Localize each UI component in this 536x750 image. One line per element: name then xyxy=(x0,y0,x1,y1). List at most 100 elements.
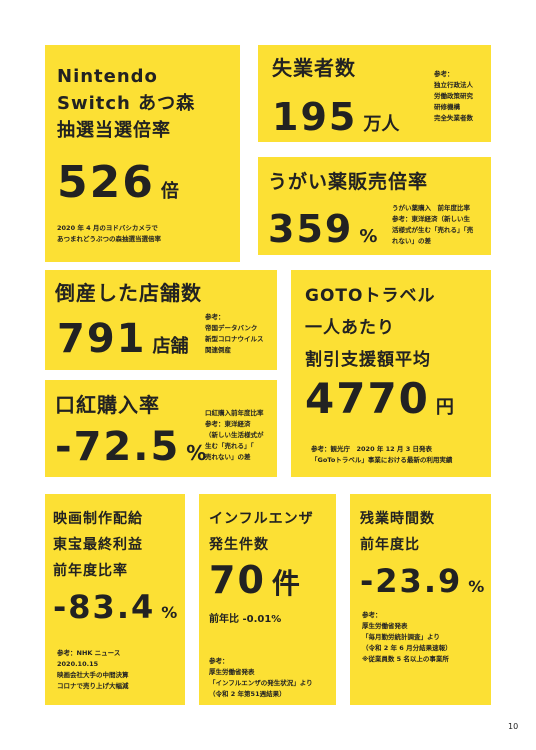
note-line: ※従業員数 5 名以上の事業所 xyxy=(362,655,449,663)
title-line: 口紅購入率 xyxy=(55,393,160,417)
stat-unit: 万人 xyxy=(363,114,400,135)
card-title: 残業時間数 前年度比 xyxy=(360,506,435,558)
title-line: 抽選当選倍率 xyxy=(57,120,171,141)
stat-unit: 店舗 xyxy=(152,336,189,357)
stat-card: GOTOトラベル 一人あたり 割引支援額平均 4770 円参考：観光庁 2020 年 1… xyxy=(291,270,491,477)
title-line: 前年度比率 xyxy=(53,563,128,579)
card-title: インフルエンザ 発生件数 xyxy=(209,506,314,558)
source-note: 参考： 独立行政法人 労働政策研究 研修機構完全失業者数 xyxy=(434,69,473,124)
stat-value-row: 359% xyxy=(268,207,377,251)
note-line: 2020.10.15 xyxy=(57,660,99,668)
title-line: 映画制作配給 xyxy=(53,511,143,527)
note-line: 参考： xyxy=(205,313,225,321)
note-line: 研修機構 xyxy=(434,103,460,111)
note-line: 「GoToトラベル」事業における最新の利用実績 xyxy=(311,456,453,464)
note-line: 関連倒産 xyxy=(205,346,231,354)
note-line: （令和 2 年 6 月分結果速報） xyxy=(362,644,452,652)
stat-card: 映画制作配給 東宝最終利益 前年度比率 -83.4% 参考：NHK ニュース 2020.1… xyxy=(45,494,185,705)
card-title: Nintendo Switch あつ森 抽選当選倍率 xyxy=(57,63,195,144)
title-line: 倒産した店舗数 xyxy=(55,281,202,305)
stat-unit: 円 xyxy=(435,397,454,418)
stat-card: インフルエンザ 発生件数 70 件前年比 -0.01% 参考： 厚生労働省発表 「インフルエ… xyxy=(199,494,336,705)
card-title: 口紅購入率 xyxy=(55,392,160,418)
stat-card: 倒産した店舗数 791 店舗 参考： 帝国データバンク 新型コロナウイルス 関連倒産 xyxy=(45,270,277,370)
note-line: 参考：東洋経済 xyxy=(205,420,251,428)
note-line: 「インフルエンザの発生状況」より xyxy=(209,679,313,687)
source-note: 参考：観光庁 2020 年 12 月 3 日発表「GoToトラベル」事業における… xyxy=(311,444,452,466)
note-line: 参考： xyxy=(362,611,382,619)
title-line: 前年度比 xyxy=(360,537,420,553)
note-line: 活様式が生む「売れる」「売 xyxy=(392,226,474,234)
note-line: 厚生労働省発表 xyxy=(209,668,255,676)
stat-value-row: 70 件 xyxy=(209,558,300,602)
stat-card: 失業者数 195 万人 参考： 独立行政法人 労働政策研究 研修機構完全失業者数 xyxy=(258,45,491,142)
note-line: 新型コロナウイルス xyxy=(205,335,264,343)
note-line: （新しい生活様式が xyxy=(205,431,264,439)
stat-card: うがい薬販売倍率 359% うがい薬購入 前年度比率 参考：東洋経済（新しい生 活様式が… xyxy=(258,157,491,255)
title-line: 残業時間数 xyxy=(360,511,435,527)
note-line: コロナで売り上げ大幅減 xyxy=(57,682,129,690)
stat-unit: 倍 xyxy=(160,181,179,202)
note-line: 労働政策研究 xyxy=(434,92,473,100)
source-note: うがい薬購入 前年度比率 参考：東洋経済（新しい生 活様式が生む「売れる」「売 れない… xyxy=(392,203,473,247)
stat-unit: % xyxy=(186,441,207,465)
title-line: 失業者数 xyxy=(272,56,356,80)
stat-value: 359 xyxy=(268,207,354,251)
note-line: あつまれどうぶつの森抽選当選倍率 xyxy=(57,235,161,243)
stat-value: -83.4 xyxy=(53,588,156,626)
title-line: 一人あたり xyxy=(305,318,395,338)
note-line: 厚生労働省発表 xyxy=(362,622,408,630)
note-line: 参考：観光庁 2020 年 12 月 3 日発表 xyxy=(311,445,432,453)
note-line: （令和 2 年第51週結果） xyxy=(209,690,286,698)
stat-value: 70 xyxy=(209,558,266,602)
stat-unit: 件 xyxy=(271,567,300,600)
note-line: 生む「売れる」「 xyxy=(205,442,254,450)
stat-value: -23.9 xyxy=(360,562,463,600)
card-title: うがい薬販売倍率 xyxy=(268,169,428,195)
note-line: 参考： xyxy=(209,657,229,665)
stat-card: 残業時間数前年度比 -23.9% 参考： 厚生労働省発表「毎月勤労統計調査」より （令和… xyxy=(350,494,491,705)
note-line: 2020 年 4 月のヨドバシカメラで xyxy=(57,224,158,232)
source-note: 参考：NHK ニュース 2020.10.15 映画会社大手の中間決算 コロナで売り上げ… xyxy=(57,648,129,692)
note-line: 売れない」の差 xyxy=(205,453,251,461)
note-line: 映画会社大手の中間決算 xyxy=(57,671,129,679)
note-line: 口紅購入前年度比率 xyxy=(205,409,264,417)
source-note: 参考： 厚生労働省発表「インフルエンザの発生状況」より （令和 2 年第51週結果） xyxy=(209,656,313,700)
source-note: 参考： 帝国データバンク 新型コロナウイルス 関連倒産 xyxy=(205,312,264,356)
stat-card: Nintendo Switch あつ森 抽選当選倍率 526 倍 2020 年 4 月のヨ… xyxy=(45,45,240,262)
stat-value: 791 xyxy=(57,316,147,362)
title-line: 発生件数 xyxy=(209,537,269,553)
source-note: 参考： 厚生労働省発表「毎月勤労統計調査」より （令和 2 年 6 月分結果速報） ※… xyxy=(362,610,452,665)
title-line: 割引支援額平均 xyxy=(305,350,431,370)
stat-unit: % xyxy=(161,603,178,622)
stat-value: 4770 xyxy=(305,374,430,423)
note-line: 完全失業者数 xyxy=(434,114,473,122)
page-number: 10 xyxy=(508,722,519,731)
card-title: GOTOトラベル 一人あたり 割引支援額平均 xyxy=(305,280,435,376)
stat-value-row: -83.4% xyxy=(53,588,177,626)
stat-value-row: -72.5% xyxy=(55,424,206,470)
stat-value: 526 xyxy=(57,157,155,208)
stat-value-row: 791 店舗 xyxy=(57,316,189,362)
stat-value-row: 526 倍 xyxy=(57,157,179,208)
stat-unit: % xyxy=(468,577,485,596)
title-line: うがい薬販売倍率 xyxy=(268,171,429,193)
stat-value-row: 195 万人 xyxy=(272,95,399,139)
note-line: 独立行政法人 xyxy=(434,81,473,89)
title-line: インフルエンザ xyxy=(209,511,314,527)
note-line: 参考： xyxy=(434,70,454,78)
stat-value: 195 xyxy=(272,95,358,139)
title-line: Nintendo xyxy=(57,66,158,87)
note-line: 参考：東洋経済（新しい生 xyxy=(392,215,470,223)
stat-card: 口紅購入率 -72.5% 口紅購入前年度比率 参考：東洋経済 （新しい生活様式が 生む「売… xyxy=(45,380,277,477)
note-line: うがい薬購入 前年度比率 xyxy=(392,204,470,212)
stat-unit: % xyxy=(359,226,378,247)
note-line: れない」の差 xyxy=(392,237,431,245)
card-title: 映画制作配給 東宝最終利益 前年度比率 xyxy=(53,506,143,584)
stat-value-row: 4770 円 xyxy=(305,374,454,423)
stat-sub: 前年比 -0.01% xyxy=(209,614,282,625)
title-line: Switch あつ森 xyxy=(57,93,196,114)
note-line: 「毎月勤労統計調査」より xyxy=(362,633,440,641)
card-title: 失業者数 xyxy=(272,55,356,81)
